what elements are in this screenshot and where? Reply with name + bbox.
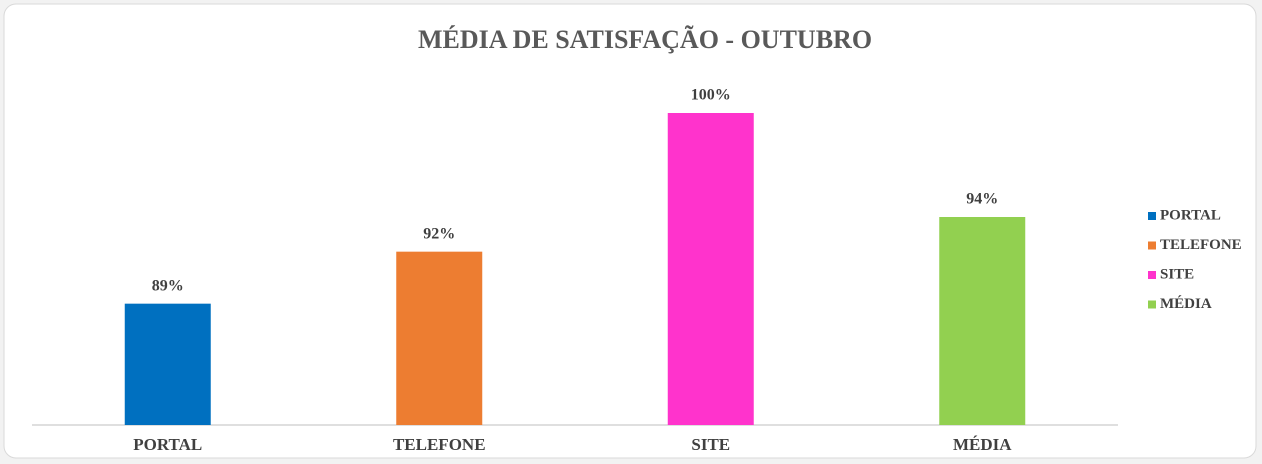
x-tick-label: PORTAL (133, 435, 202, 454)
x-tick-label: TELEFONE (393, 435, 486, 454)
legend-swatch (1148, 241, 1156, 250)
data-label: 100% (691, 87, 731, 104)
legend-swatch (1148, 271, 1156, 279)
legend-label: SITE (1160, 266, 1194, 282)
data-label: 94% (966, 191, 998, 208)
legend-label: MÉDIA (1160, 295, 1212, 312)
data-label: 92% (423, 225, 455, 242)
bar (939, 217, 1026, 425)
x-tick-label: SITE (691, 435, 730, 454)
x-tick-label: MÉDIA (953, 435, 1012, 454)
data-label: 89% (152, 277, 184, 294)
bar (124, 303, 211, 425)
bar (396, 251, 483, 425)
legend-label: TELEFONE (1160, 237, 1242, 253)
legend-label: PORTAL (1160, 207, 1221, 223)
bar (667, 113, 754, 425)
chart-title: MÉDIA DE SATISFAÇÃO - OUTUBRO (418, 25, 872, 54)
legend-swatch (1148, 300, 1156, 309)
legend-swatch (1148, 212, 1156, 220)
